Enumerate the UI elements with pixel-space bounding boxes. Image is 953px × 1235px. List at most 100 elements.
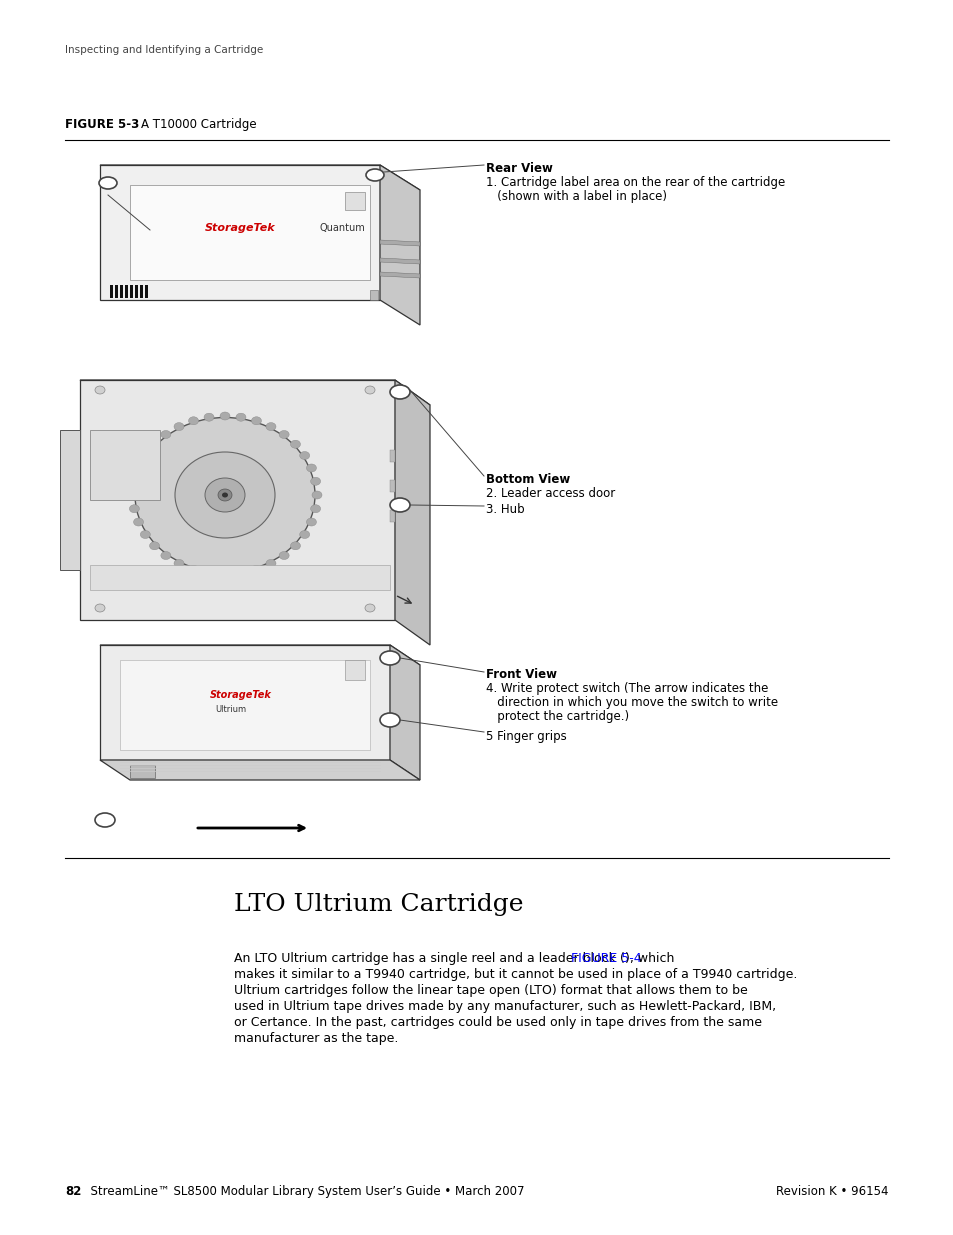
- Polygon shape: [60, 430, 80, 571]
- Polygon shape: [379, 240, 419, 246]
- Text: LTO Ultrium Cartridge: LTO Ultrium Cartridge: [233, 893, 523, 916]
- Text: FIGURE 5-4: FIGURE 5-4: [571, 952, 641, 965]
- Ellipse shape: [290, 542, 300, 550]
- Ellipse shape: [365, 604, 375, 613]
- Ellipse shape: [161, 431, 171, 438]
- Text: 2. Leader access door: 2. Leader access door: [485, 487, 615, 500]
- Polygon shape: [125, 285, 128, 298]
- Polygon shape: [120, 659, 370, 750]
- Ellipse shape: [299, 452, 310, 459]
- Polygon shape: [100, 165, 419, 190]
- Ellipse shape: [222, 493, 228, 498]
- Ellipse shape: [290, 440, 300, 448]
- Ellipse shape: [174, 452, 274, 538]
- Ellipse shape: [299, 531, 310, 538]
- Ellipse shape: [140, 531, 151, 538]
- Ellipse shape: [311, 505, 320, 513]
- Polygon shape: [120, 285, 123, 298]
- Polygon shape: [130, 185, 370, 280]
- Text: An LTO Ultrium cartridge has a single reel and a leader block (: An LTO Ultrium cartridge has a single re…: [233, 952, 624, 965]
- Ellipse shape: [306, 517, 316, 526]
- Polygon shape: [390, 510, 395, 522]
- Ellipse shape: [306, 464, 316, 472]
- Ellipse shape: [279, 431, 289, 438]
- Polygon shape: [345, 659, 365, 680]
- Polygon shape: [100, 760, 419, 781]
- Text: A T10000 Cartridge: A T10000 Cartridge: [141, 119, 256, 131]
- Polygon shape: [135, 285, 138, 298]
- Ellipse shape: [252, 566, 261, 573]
- Polygon shape: [110, 285, 112, 298]
- Text: used in Ultrium tape drives made by any manufacturer, such as Hewlett-Packard, I: used in Ultrium tape drives made by any …: [233, 1000, 776, 1013]
- Ellipse shape: [150, 440, 159, 448]
- Text: Inspecting and Identifying a Cartridge: Inspecting and Identifying a Cartridge: [65, 44, 263, 56]
- Polygon shape: [90, 564, 390, 590]
- Text: ), which: ), which: [624, 952, 673, 965]
- Ellipse shape: [235, 414, 246, 421]
- Ellipse shape: [312, 492, 322, 499]
- Text: Front View: Front View: [485, 668, 557, 680]
- Ellipse shape: [218, 489, 232, 501]
- Ellipse shape: [390, 385, 410, 399]
- Text: Revision K • 96154: Revision K • 96154: [776, 1186, 888, 1198]
- Ellipse shape: [279, 552, 289, 559]
- Text: 5 Finger grips: 5 Finger grips: [485, 730, 566, 743]
- Text: (shown with a label in place): (shown with a label in place): [485, 190, 666, 203]
- Ellipse shape: [133, 517, 143, 526]
- Text: Ultrium cartridges follow the linear tape open (LTO) format that allows them to : Ultrium cartridges follow the linear tap…: [233, 984, 747, 997]
- Text: direction in which you move the switch to write: direction in which you move the switch t…: [485, 697, 778, 709]
- Text: Quantum: Quantum: [319, 224, 365, 233]
- Polygon shape: [80, 380, 395, 620]
- Polygon shape: [390, 645, 419, 781]
- Polygon shape: [379, 258, 419, 264]
- Text: StorageTek: StorageTek: [205, 224, 275, 233]
- Text: protect the cartridge.): protect the cartridge.): [485, 710, 628, 722]
- Ellipse shape: [95, 604, 105, 613]
- Ellipse shape: [379, 713, 399, 727]
- Ellipse shape: [140, 452, 151, 459]
- Text: makes it similar to a T9940 cartridge, but it cannot be used in place of a T9940: makes it similar to a T9940 cartridge, b…: [233, 968, 797, 981]
- Ellipse shape: [189, 566, 198, 573]
- Ellipse shape: [365, 387, 375, 394]
- Polygon shape: [370, 290, 377, 300]
- Polygon shape: [379, 272, 419, 278]
- Ellipse shape: [189, 416, 198, 425]
- Text: Bottom View: Bottom View: [485, 473, 570, 487]
- Ellipse shape: [95, 813, 115, 827]
- Ellipse shape: [235, 569, 246, 577]
- Text: 1. Cartridge label area on the rear of the cartridge: 1. Cartridge label area on the rear of t…: [485, 177, 784, 189]
- Polygon shape: [130, 285, 132, 298]
- Ellipse shape: [161, 552, 171, 559]
- Ellipse shape: [205, 478, 245, 513]
- Ellipse shape: [130, 477, 139, 485]
- Ellipse shape: [366, 169, 384, 182]
- Ellipse shape: [220, 571, 230, 578]
- Text: manufacturer as the tape.: manufacturer as the tape.: [233, 1032, 398, 1045]
- Polygon shape: [80, 380, 430, 405]
- Ellipse shape: [173, 422, 184, 431]
- Polygon shape: [140, 285, 143, 298]
- Ellipse shape: [220, 412, 230, 420]
- Ellipse shape: [173, 559, 184, 567]
- Polygon shape: [145, 285, 148, 298]
- Ellipse shape: [128, 492, 138, 499]
- Ellipse shape: [252, 416, 261, 425]
- Ellipse shape: [266, 559, 275, 567]
- Text: StreamLine™ SL8500 Modular Library System User’s Guide • March 2007: StreamLine™ SL8500 Modular Library Syste…: [83, 1186, 524, 1198]
- Text: 4. Write protect switch (The arrow indicates the: 4. Write protect switch (The arrow indic…: [485, 682, 767, 695]
- Ellipse shape: [204, 569, 213, 577]
- Text: 82: 82: [65, 1186, 81, 1198]
- Text: StorageTek: StorageTek: [210, 690, 272, 700]
- Ellipse shape: [204, 414, 213, 421]
- Ellipse shape: [390, 498, 410, 513]
- Ellipse shape: [130, 505, 139, 513]
- Ellipse shape: [311, 477, 320, 485]
- Polygon shape: [130, 764, 154, 778]
- Ellipse shape: [99, 177, 117, 189]
- Ellipse shape: [150, 542, 159, 550]
- Polygon shape: [390, 480, 395, 492]
- Text: Ultrium: Ultrium: [214, 705, 246, 715]
- Polygon shape: [100, 645, 419, 664]
- Polygon shape: [379, 165, 419, 325]
- Text: Rear View: Rear View: [485, 162, 553, 175]
